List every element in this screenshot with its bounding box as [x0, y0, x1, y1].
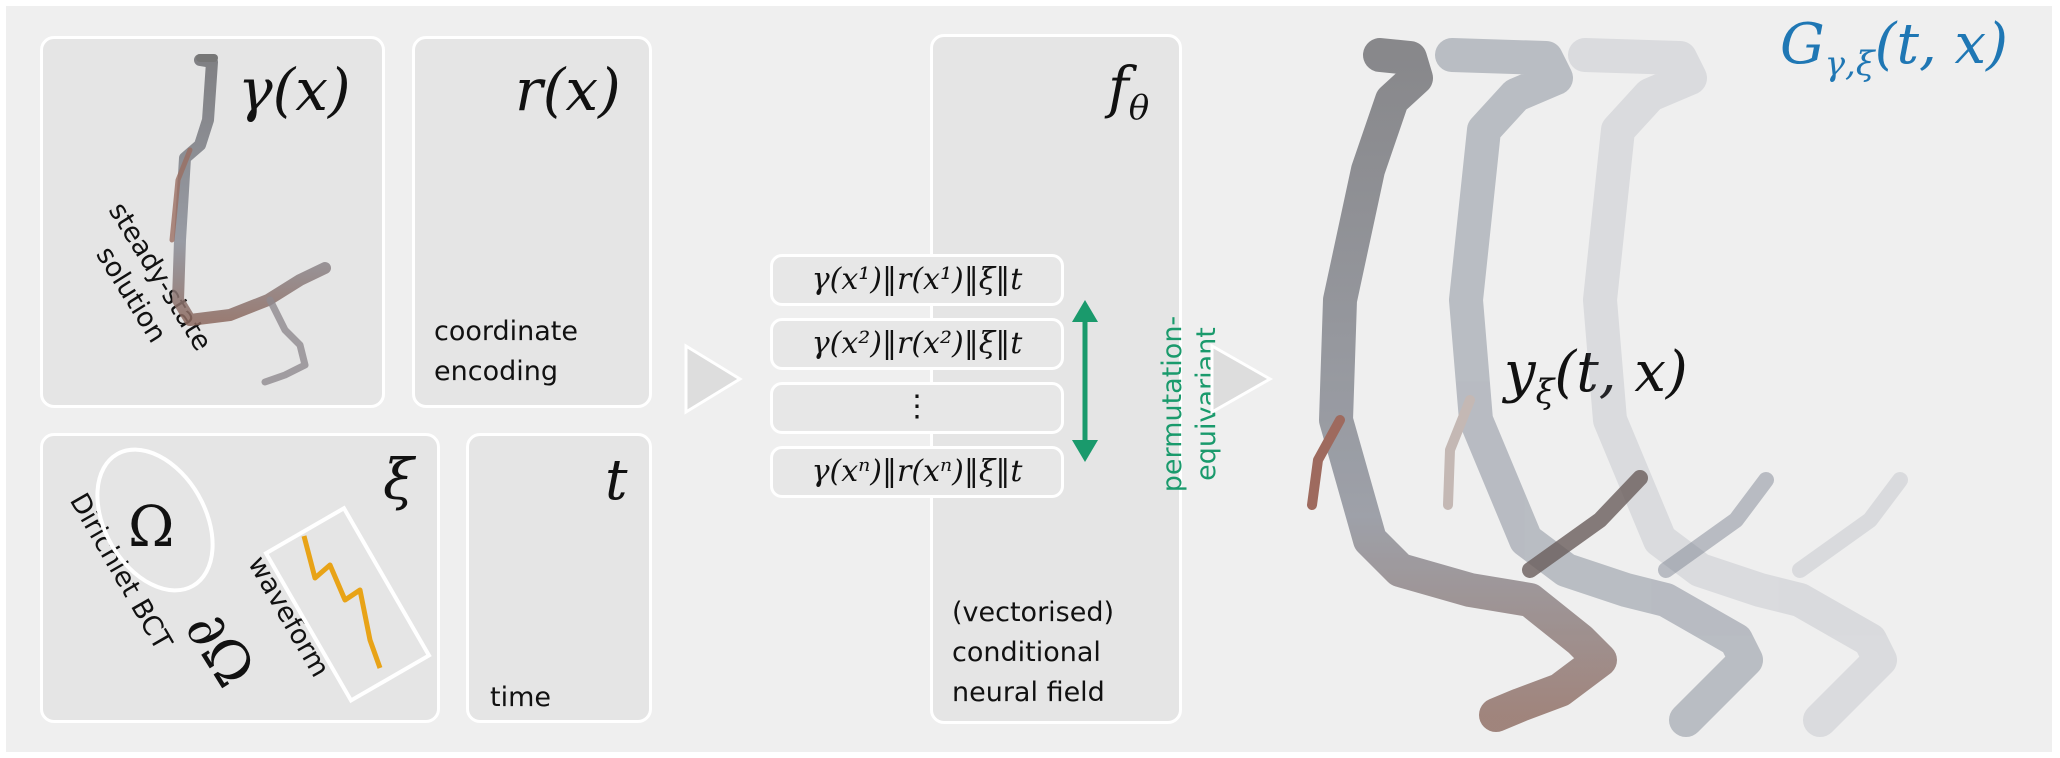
r-panel — [412, 36, 652, 408]
arrow-to-output — [1210, 343, 1274, 415]
f-note-line-3: neural field — [952, 677, 1105, 708]
input-row-1: γ(x¹)‖r(x¹)‖ξ‖t — [770, 254, 1064, 306]
input-row-2: γ(x²)‖r(x²)‖ξ‖t — [770, 318, 1064, 370]
output-vessel-1 — [1307, 38, 1648, 732]
f-note-line-1: (vectorised) — [952, 597, 1115, 628]
f-panel — [930, 34, 1182, 724]
output-title: Gγ,ξ(t, x) — [1780, 12, 2008, 85]
input-row-n: γ(xⁿ)‖r(xⁿ)‖ξ‖t — [770, 446, 1064, 498]
f-note-line-2: conditional — [952, 637, 1101, 668]
r-note-line-2: encoding — [434, 356, 558, 387]
permutation-arrow — [1072, 300, 1098, 462]
r-note-line-1: coordinate — [434, 316, 579, 347]
waveform-box — [263, 505, 432, 704]
t-note: time — [490, 682, 552, 713]
gamma-symbol: γ(x) — [238, 56, 351, 124]
waveform-curve — [301, 535, 383, 669]
output-vessel-2 — [1435, 38, 1774, 737]
xi-panel — [40, 433, 440, 723]
output-symbol: yξ(t, x) — [1504, 340, 1688, 413]
output-vessel-3 — [1568, 38, 1908, 737]
t-panel — [466, 433, 652, 723]
omega-domain-ellipse — [95, 447, 215, 593]
input-row-ellipsis: ⋮ — [770, 382, 1064, 434]
r-symbol: r(x) — [515, 56, 621, 124]
arrow-to-f — [684, 343, 743, 415]
f-note: (vectorised) conditional neural field — [952, 593, 1114, 713]
f-symbol: fθ — [1108, 56, 1150, 129]
omega-symbol: Ω — [128, 495, 175, 560]
steady-state-vessel — [169, 54, 331, 386]
t-symbol: t — [605, 448, 628, 513]
r-note: coordinate encoding — [434, 312, 578, 392]
xi-symbol: ξ — [383, 448, 414, 513]
